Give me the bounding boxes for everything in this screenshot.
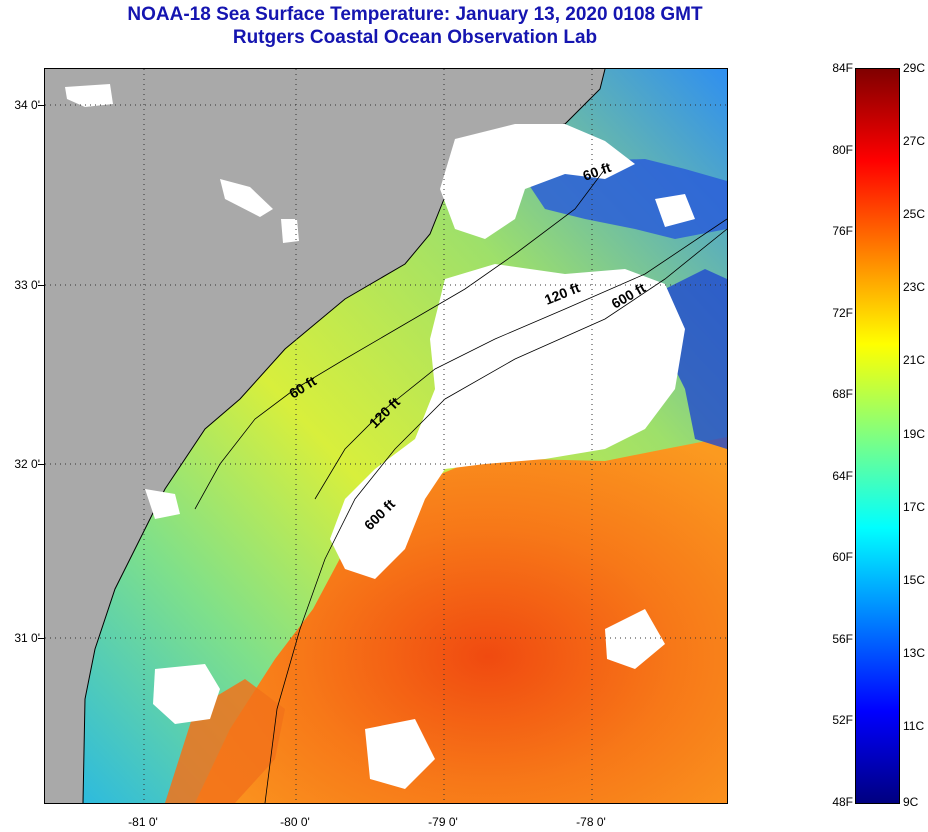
map-title: NOAA-18 Sea Surface Temperature: January… (127, 4, 703, 25)
colorbar-c-label: 25C (903, 207, 926, 221)
cloud-patch-southeast (605, 609, 665, 669)
colorbar-c-label: 17C (903, 500, 926, 514)
warm-water-region (195, 437, 727, 803)
isobath-600ft (264, 228, 727, 803)
lat-tick (38, 105, 45, 106)
colorbar-f-label: 64F (832, 469, 853, 483)
colorbar-c-label: 13C (903, 646, 926, 660)
colorbar-c-label: 23C (903, 280, 926, 294)
colorbar-f-label: 56F (832, 632, 853, 646)
colorbar-c-label: 19C (903, 427, 926, 441)
cold-water-east (665, 269, 727, 449)
temperature-colorbar (855, 68, 900, 804)
colorbar-f-label: 48F (832, 795, 853, 809)
lat-tick (38, 285, 45, 286)
cloud-patch-south (365, 719, 435, 789)
lon-label-80: -80 0' (280, 815, 310, 829)
colorbar-f-label: 76F (832, 224, 853, 238)
lon-label-78: -78 0' (576, 815, 606, 829)
lon-label-81: -81 0' (128, 815, 158, 829)
cloud-patch-west (145, 489, 180, 519)
map-subtitle: Rutgers Coastal Ocean Observation Lab (232, 27, 598, 48)
lat-tick (38, 464, 45, 465)
land-mass (45, 69, 605, 803)
sst-map: 60 ft 60 ft 120 ft 120 ft 600 ft 600 ft (44, 68, 728, 804)
colorbar-c-label: 11C (903, 719, 925, 733)
isobath-60ft (194, 168, 606, 510)
lat-label-32: 32 0' (14, 457, 40, 471)
isobath-120ft (314, 218, 727, 500)
graticule (45, 69, 727, 803)
sst-map-canvas: 60 ft 60 ft 120 ft 120 ft 600 ft 600 ft (45, 69, 727, 803)
lat-label-31: 31 0' (14, 631, 40, 645)
colorbar-c-label: 21C (903, 353, 926, 367)
colorbar-f-label: 60F (832, 550, 853, 564)
colorbar-c-label: 9C (903, 795, 919, 809)
colorbar-c-label: 15C (903, 573, 926, 587)
lon-label-79: -79 0' (428, 815, 458, 829)
lat-label-33: 33 0' (14, 278, 40, 292)
cloud-bank-north (440, 124, 635, 239)
lat-label-34: 34 0' (14, 98, 40, 112)
colorbar-f-label: 72F (832, 306, 853, 320)
cloud-patch-southwest (153, 664, 220, 724)
colorbar-f-label: 84F (832, 61, 853, 75)
inland-cloud-3 (281, 219, 299, 243)
colorbar-c-label: 29C (903, 61, 926, 75)
cloud-bank-central (330, 264, 685, 579)
cloud-patch-east (655, 194, 695, 227)
colorbar-f-label: 80F (832, 143, 853, 157)
colorbar-f-label: 52F (832, 713, 853, 727)
lat-tick (38, 638, 45, 639)
inland-cloud-2 (220, 179, 273, 217)
colorbar-c-label: 27C (903, 134, 926, 148)
inland-cloud-1 (65, 84, 113, 107)
colorbar-f-label: 68F (832, 387, 853, 401)
